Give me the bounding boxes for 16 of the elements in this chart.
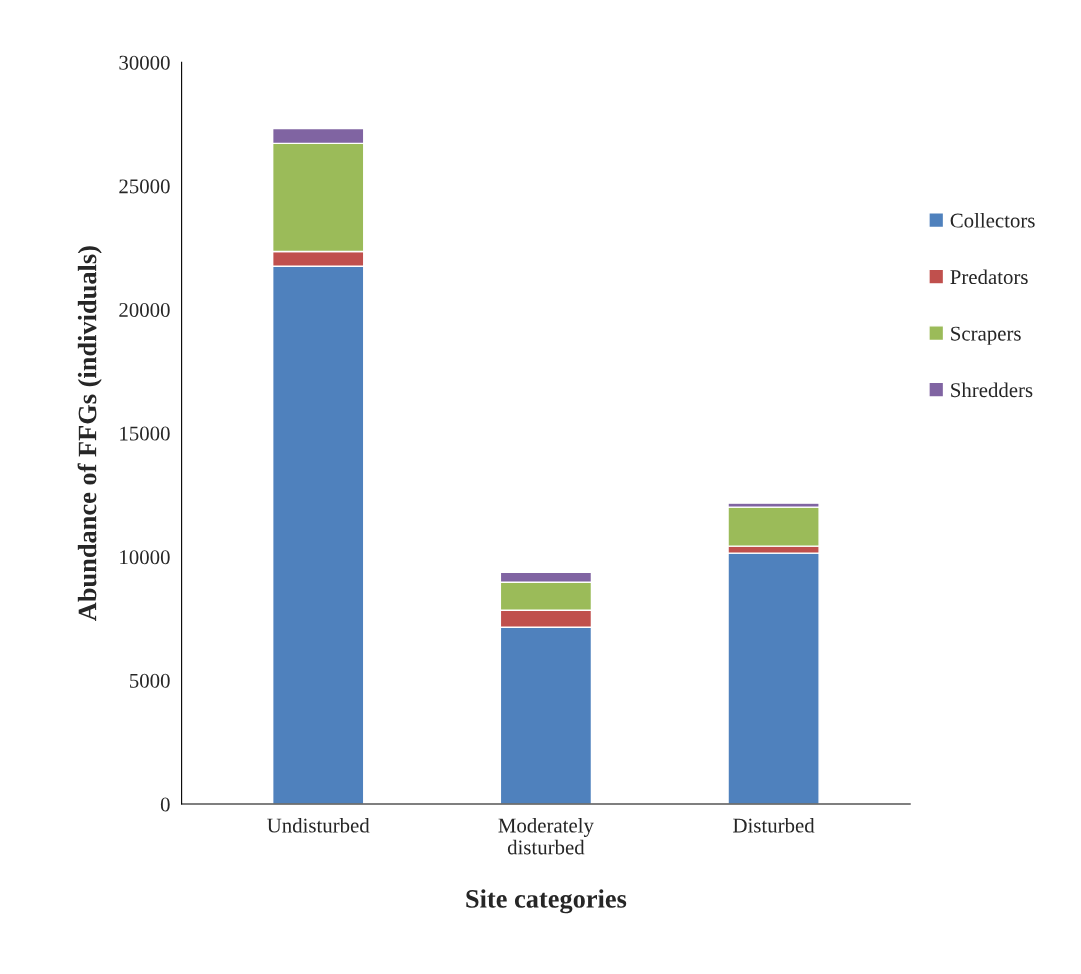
x-axis-title: Site categories xyxy=(466,889,627,914)
y-tick-label: 10000 xyxy=(120,550,170,565)
legend-label: Predators xyxy=(950,269,1028,285)
y-tick-label: 25000 xyxy=(119,179,170,194)
legend-label: Collectors xyxy=(950,212,1035,228)
x-tick-label: Moderately disturbed xyxy=(498,817,594,855)
x-tick-label: Disturbed xyxy=(733,817,815,833)
legend-label: Scrapers xyxy=(951,326,1021,345)
y-tick-label: 20000 xyxy=(119,302,170,317)
y-tick-label: 0 xyxy=(160,797,170,812)
y-tick-label: 5000 xyxy=(130,673,170,688)
x-tick-label: Undisturbed xyxy=(267,817,370,833)
y-tick-label: 30000 xyxy=(119,55,170,70)
legend-label: Shredders xyxy=(951,382,1033,398)
y-axis-title: Abundance of FFGs (individuals) xyxy=(77,246,102,621)
y-tick-label: 15000 xyxy=(120,426,170,441)
